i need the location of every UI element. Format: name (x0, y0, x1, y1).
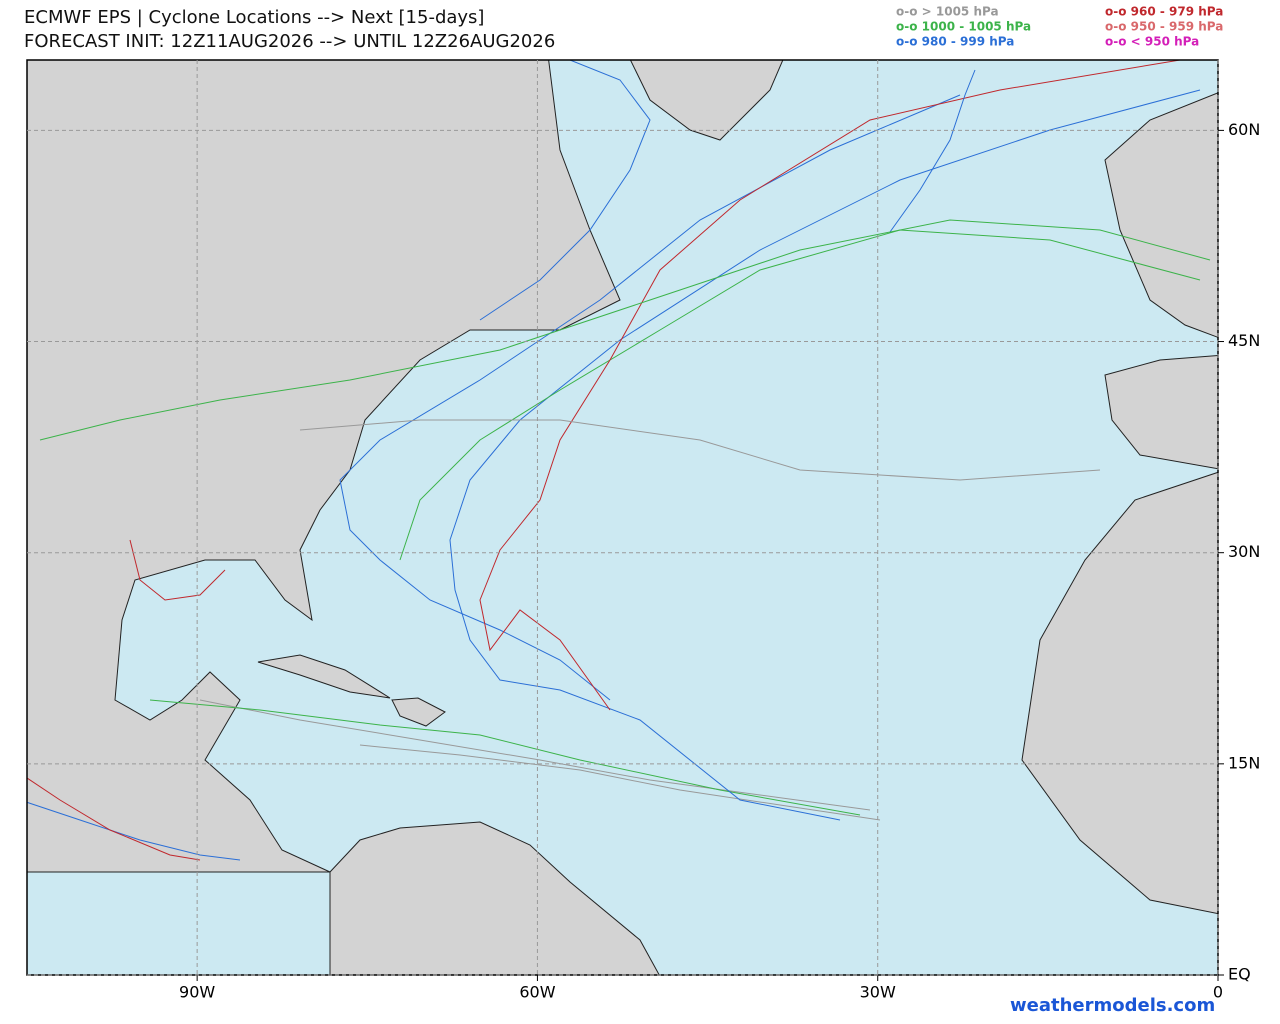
title: ECMWF EPS | Cyclone Locations --> Next [… (24, 7, 484, 28)
y-tick-label: 60N (1228, 120, 1260, 139)
track (479, 60, 1181, 711)
track (149, 699, 861, 816)
track (399, 229, 1201, 561)
track (359, 744, 881, 821)
y-tick-label: EQ (1228, 965, 1251, 984)
track (199, 699, 871, 811)
legend-entry: o-o 980 - 999 hPa (896, 35, 1014, 49)
subtitle: FORECAST INIT: 12Z11AUG2026 --> UNTIL 12… (24, 31, 555, 52)
hispaniola (391, 697, 446, 727)
tracks (27, 60, 1211, 861)
y-tick-label: 15N (1228, 753, 1260, 772)
north-america (27, 60, 621, 873)
cuba (257, 654, 391, 699)
y-tick-label: 30N (1228, 542, 1260, 561)
greenland (629, 60, 784, 141)
x-tick-label: 0 (1213, 983, 1223, 1002)
y-tick-label: 45N (1228, 331, 1260, 350)
track (27, 777, 201, 861)
south-america (329, 821, 660, 975)
x-tick-label: 30W (860, 983, 896, 1002)
legend-entry: o-o > 1005 hPa (896, 5, 999, 19)
x-tick-label: 90W (179, 983, 215, 1002)
track (27, 801, 241, 861)
europe (1104, 92, 1218, 338)
legend-entry: o-o 960 - 979 hPa (1105, 5, 1223, 19)
iberia (1104, 355, 1218, 470)
land (27, 60, 1218, 975)
x-tick-label: 60W (519, 983, 555, 1002)
track (39, 219, 1211, 441)
legend-entry: o-o 950 - 959 hPa (1105, 20, 1223, 34)
africa (1021, 471, 1218, 915)
legend-entry: o-o 1000 - 1005 hPa (896, 20, 1031, 34)
credit: weathermodels.com (1010, 995, 1215, 1016)
track (129, 539, 226, 601)
legend-entry: o-o < 950 hPa (1105, 35, 1199, 49)
track (339, 94, 961, 701)
track (479, 60, 651, 321)
track (299, 419, 1101, 481)
track (889, 69, 976, 233)
track (449, 89, 1201, 821)
